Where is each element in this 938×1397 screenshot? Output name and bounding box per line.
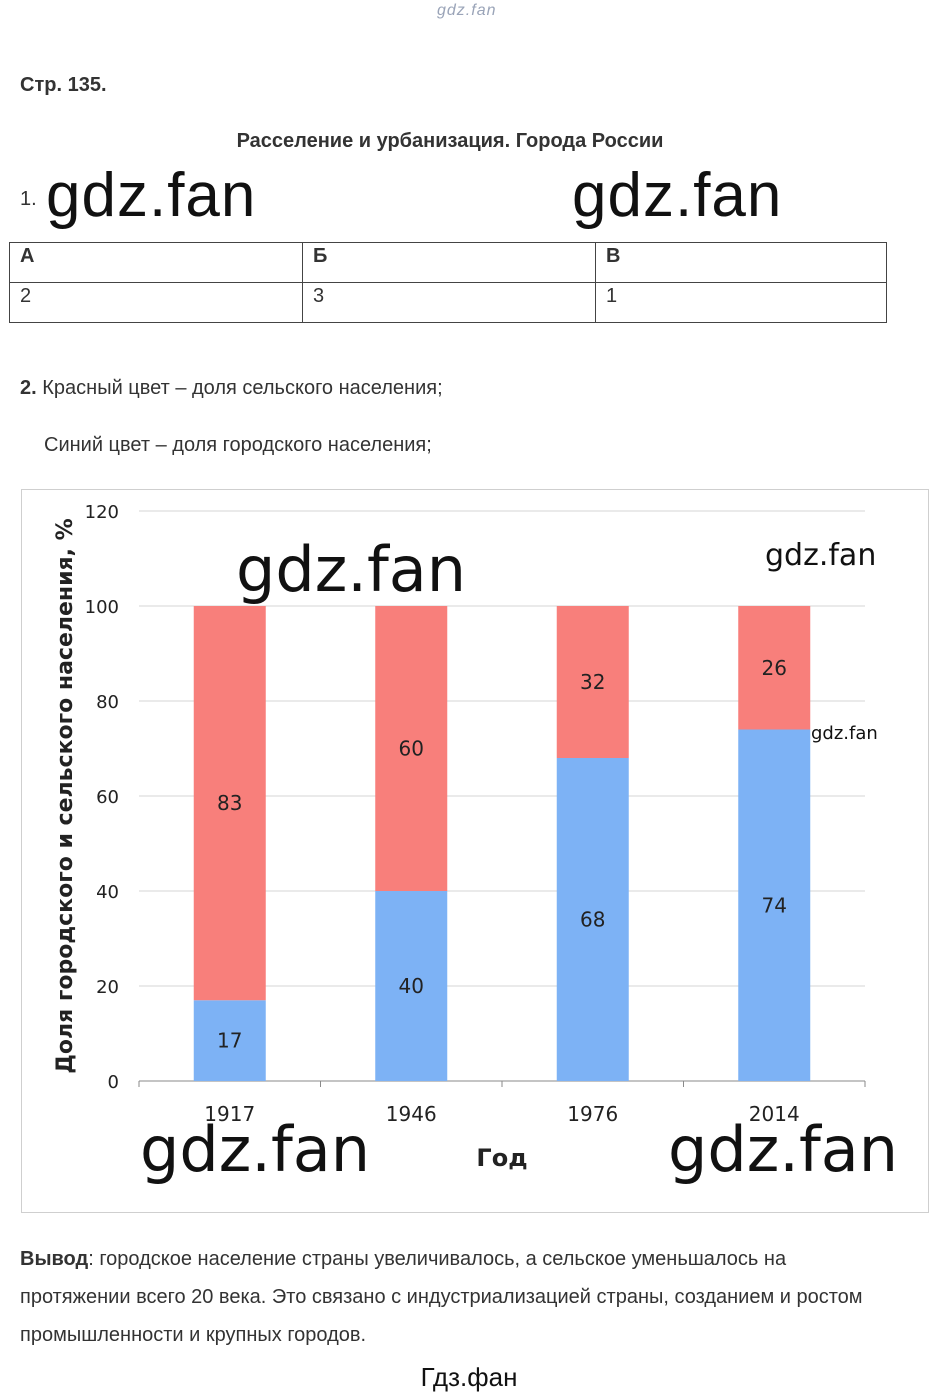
- data-label: 26: [762, 656, 787, 680]
- table-header-cell: Б: [302, 242, 596, 283]
- bar-segment: [375, 891, 448, 1081]
- watermark-large: gdz.fan: [668, 1113, 898, 1186]
- y-axis-title: Доля городского и сельского населения, %: [53, 518, 78, 1073]
- bar-segment: [375, 606, 448, 891]
- question-2-number: 2.: [20, 377, 37, 399]
- bar-segment: [193, 606, 266, 1001]
- legend-blue-text: Синий цвет – доля городского населения;: [44, 434, 432, 456]
- data-label: 17: [217, 1029, 242, 1053]
- x-tick-label: 2014: [749, 1102, 800, 1126]
- y-tick-label: 60: [96, 787, 119, 808]
- conclusion-text: : городское население страны увеличивало…: [20, 1248, 863, 1346]
- table-row: 2 3 1: [9, 282, 887, 323]
- question-1-number: 1.: [20, 188, 37, 210]
- data-label: 68: [580, 908, 605, 932]
- answer-table: А Б В 2 3 1: [9, 242, 887, 323]
- stacked-bar-chart: 0 20 40 60 80 100 120 17 83 1917 40 60 1946 68 32 1976 7…: [53, 502, 898, 1186]
- watermark-large: gdz.fan: [140, 1113, 370, 1186]
- table-cell: 3: [302, 282, 596, 323]
- watermark-tiny: gdz.fan: [811, 723, 878, 744]
- conclusion: Вывод: городское население страны увелич…: [20, 1240, 900, 1354]
- table-header-cell: А: [9, 242, 303, 283]
- x-tick-label: 1917: [204, 1102, 255, 1126]
- page-title: Расселение и урбанизация. Города России: [236, 130, 664, 152]
- data-label: 83: [217, 791, 242, 815]
- chart-container: 0 20 40 60 80 100 120 17 83 1917 40 60 1946 68 32 1976 7…: [21, 489, 929, 1213]
- watermark-large: gdz.fan: [236, 533, 466, 606]
- data-label: 74: [762, 893, 787, 917]
- legend-red-text: Красный цвет – доля сельского населения;: [42, 377, 443, 399]
- data-label: 40: [399, 974, 424, 998]
- footer-watermark: Гдз.фан: [420, 1362, 518, 1392]
- watermark-top: gdz.fan: [437, 2, 497, 19]
- bar-segment: [738, 729, 811, 1081]
- watermark-large: gdz.fan: [46, 161, 257, 230]
- question-2-line-1: 2. Красный цвет – доля сельского населен…: [20, 377, 443, 400]
- y-tick-label: 120: [85, 502, 119, 523]
- y-tick-label: 0: [108, 1072, 119, 1093]
- x-tick-label: 1946: [386, 1102, 437, 1126]
- page-reference: Стр. 135.: [20, 74, 107, 96]
- x-tick-label: 1976: [567, 1102, 618, 1126]
- data-label: 32: [580, 670, 605, 694]
- bar-segment: [193, 1000, 266, 1081]
- bar-segment: [556, 758, 629, 1081]
- y-tick-label: 100: [85, 597, 119, 618]
- table-header-row: А Б В: [9, 242, 887, 283]
- x-axis-title: Год: [476, 1144, 527, 1172]
- watermark-small: gdz.fan: [765, 538, 876, 573]
- data-label: 60: [399, 737, 424, 761]
- table-cell: 1: [595, 282, 887, 323]
- watermark-large: gdz.fan: [572, 161, 783, 230]
- conclusion-label: Вывод: [20, 1248, 89, 1270]
- y-tick-label: 20: [96, 977, 119, 998]
- y-tick-label: 80: [96, 692, 119, 713]
- y-tick-label: 40: [96, 882, 119, 903]
- bar-segment: [738, 606, 811, 730]
- table-header-cell: В: [595, 242, 887, 283]
- table-cell: 2: [9, 282, 303, 323]
- bar-segment: [556, 606, 629, 758]
